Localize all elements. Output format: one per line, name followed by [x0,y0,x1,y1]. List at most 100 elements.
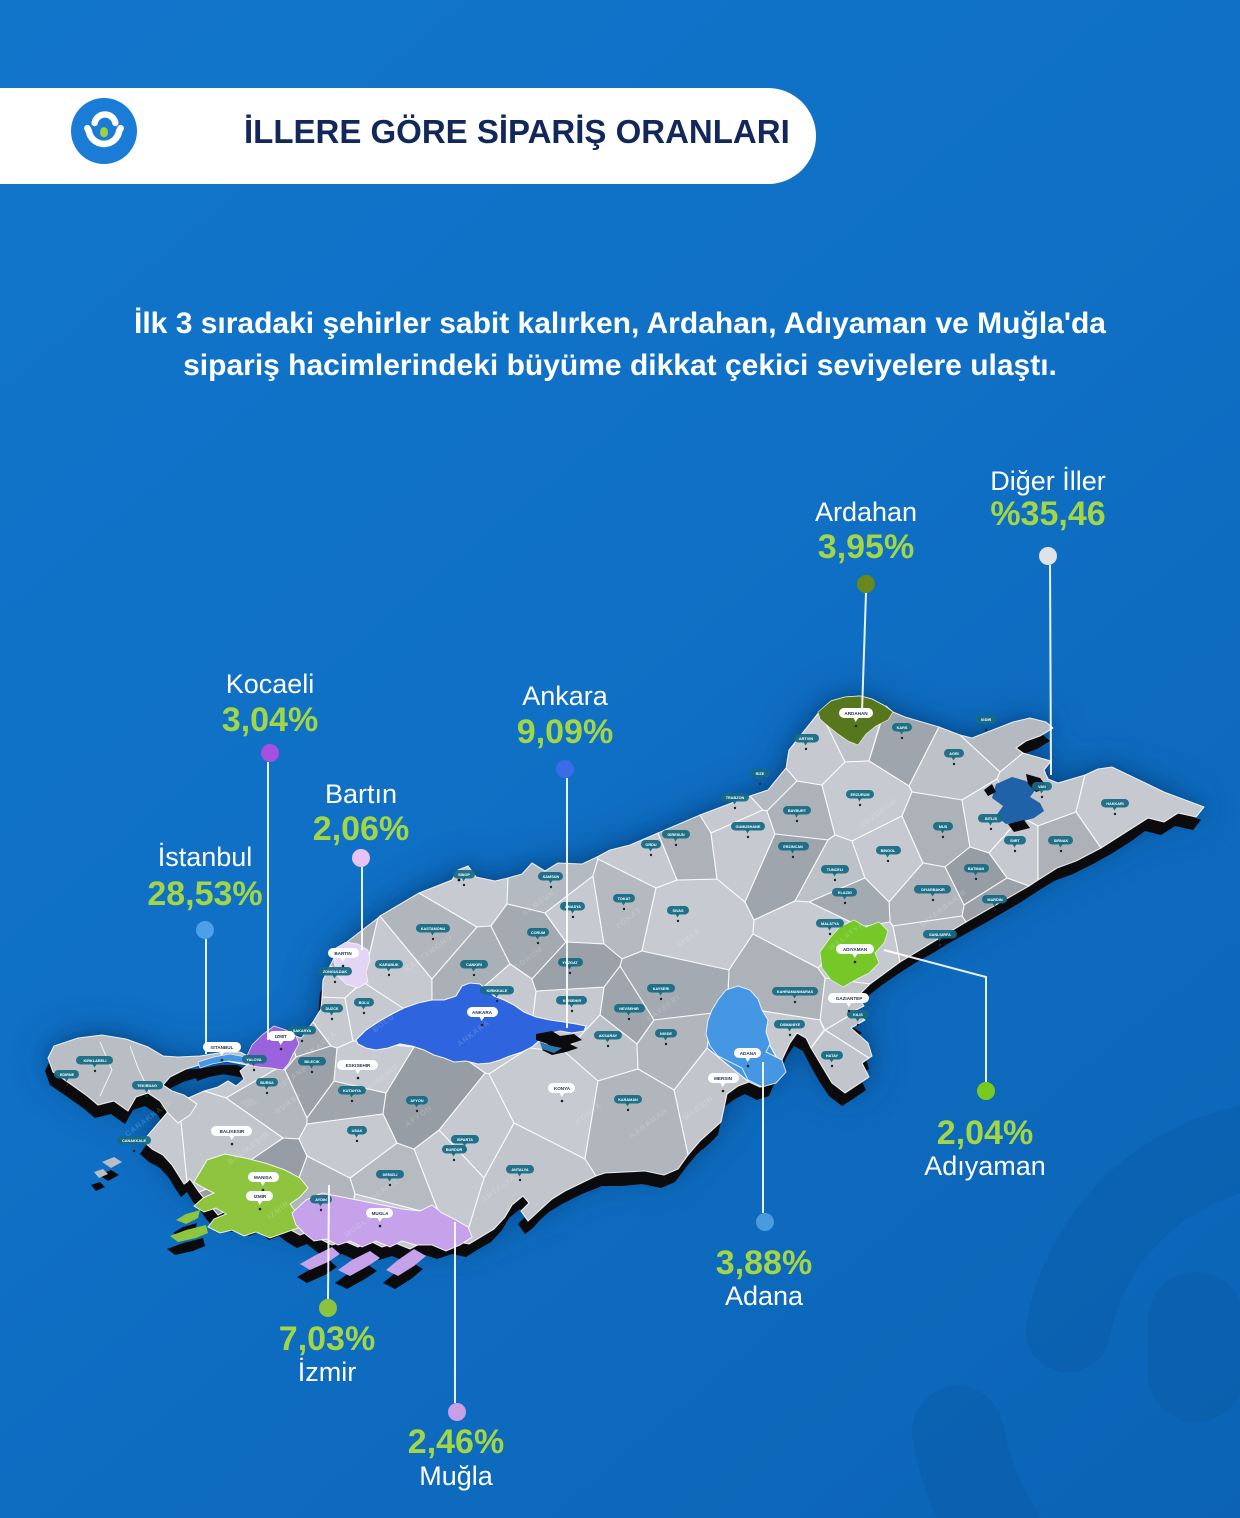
svg-text:KIRSEHIR: KIRSEHIR [563,999,581,1003]
svg-text:ERZURUM: ERZURUM [851,793,870,797]
svg-text:BOLU: BOLU [359,1001,370,1005]
svg-text:EDIRNE: EDIRNE [60,1073,75,1077]
svg-text:GIRESUN: GIRESUN [667,833,685,837]
svg-text:%35,46: %35,46 [990,495,1105,533]
svg-text:ADIYAMAN: ADIYAMAN [843,947,868,952]
svg-text:CANKIRI: CANKIRI [466,963,482,967]
svg-text:HATAY: HATAY [826,1054,839,1058]
svg-text:BURSA: BURSA [260,1081,274,1085]
svg-text:BURDUR: BURDUR [446,1148,463,1152]
svg-text:2,04%: 2,04% [937,1114,1033,1152]
svg-text:TEKIRDAG: TEKIRDAG [137,1084,157,1088]
svg-text:MARDIN: MARDIN [987,898,1002,902]
svg-text:DENIZLI: DENIZLI [383,1173,398,1177]
svg-text:ADANA: ADANA [740,1051,757,1056]
svg-text:VAN: VAN [1038,785,1046,789]
svg-text:ISPARTA: ISPARTA [457,1138,473,1142]
svg-text:BAYBURT: BAYBURT [788,809,807,813]
svg-text:TOKAT: TOKAT [618,897,631,901]
svg-text:IZMIT: IZMIT [275,1034,287,1039]
svg-text:BINGOL: BINGOL [881,849,896,853]
svg-text:RIZE: RIZE [756,772,765,776]
svg-text:ORDU: ORDU [645,843,656,847]
svg-text:Adıyaman: Adıyaman [924,1151,1046,1181]
svg-text:MANISA: MANISA [254,1175,273,1180]
svg-text:MERSIN: MERSIN [714,1076,733,1081]
svg-text:KARS: KARS [897,726,908,730]
svg-text:AMASYA: AMASYA [565,905,581,909]
svg-text:KAHRAMANMARAS: KAHRAMANMARAS [777,990,814,994]
svg-text:KIRIKKALE: KIRIKKALE [487,989,508,993]
svg-text:SIVAS: SIVAS [672,909,684,913]
svg-text:İstanbul: İstanbul [158,841,253,872]
svg-text:SANLIURFA: SANLIURFA [929,933,951,937]
svg-text:BATMAN: BATMAN [968,867,984,871]
svg-text:MUGLA: MUGLA [372,1211,390,1216]
svg-text:BILECIK: BILECIK [304,1060,319,1064]
svg-text:OSMANIYE: OSMANIYE [780,1023,801,1027]
svg-text:Kocaeli: Kocaeli [226,669,315,699]
svg-text:AYDIN: AYDIN [315,1198,327,1202]
svg-text:2,46%: 2,46% [408,1423,504,1461]
svg-text:SAMSUN: SAMSUN [543,875,560,879]
svg-text:NIGDE: NIGDE [660,1032,672,1036]
svg-text:SIRNAK: SIRNAK [1054,839,1069,843]
svg-text:ANKARA: ANKARA [472,1010,493,1015]
svg-text:Adana: Adana [725,1281,804,1311]
svg-text:ESKISEHIR: ESKISEHIR [346,1063,371,1068]
svg-text:AFYON: AFYON [410,1099,424,1103]
svg-text:ARTVIN: ARTVIN [799,737,813,741]
svg-text:CANAKKALE: CANAKKALE [122,1139,147,1143]
svg-text:TRABZON: TRABZON [726,796,745,800]
svg-text:ARDAHAN: ARDAHAN [844,711,868,716]
svg-text:ELAZIG: ELAZIG [838,891,852,895]
svg-text:SINOP: SINOP [458,873,470,877]
svg-text:ANTALYA: ANTALYA [511,1168,528,1172]
svg-text:3,95%: 3,95% [818,528,914,566]
svg-text:9,09%: 9,09% [517,713,613,751]
svg-text:YOZGAT: YOZGAT [562,961,578,965]
svg-text:AGRI: AGRI [949,752,959,756]
svg-text:BALIKESIR: BALIKESIR [220,1129,245,1134]
svg-text:YALOVA: YALOVA [246,1058,261,1062]
svg-text:ZONGULDAK: ZONGULDAK [323,970,348,974]
svg-text:Diğer İller: Diğer İller [990,465,1106,496]
svg-text:NEVSEHIR: NEVSEHIR [619,1007,639,1011]
svg-text:SIIRT: SIIRT [1010,839,1020,843]
svg-text:İzmir: İzmir [298,1356,356,1387]
svg-text:USAK: USAK [352,1129,363,1133]
svg-text:GAZIANTEP: GAZIANTEP [836,996,863,1001]
svg-text:Bartın: Bartın [325,779,397,809]
svg-text:AKSARAY: AKSARAY [599,1034,618,1038]
svg-text:DIYARBAKIR: DIYARBAKIR [921,888,945,892]
svg-text:ERZINCAN: ERZINCAN [783,845,803,849]
svg-text:KARAMAN: KARAMAN [618,1098,638,1102]
svg-text:Muğla: Muğla [419,1461,494,1491]
svg-text:ISTANBUL: ISTANBUL [211,1045,234,1050]
svg-text:TUNCELI: TUNCELI [827,868,843,872]
svg-text:Ardahan: Ardahan [815,497,917,527]
svg-text:BITLIS: BITLIS [985,817,997,821]
svg-text:DUZCE: DUZCE [325,1007,339,1011]
svg-text:2,06%: 2,06% [313,810,409,848]
svg-text:BARTIN: BARTIN [334,951,352,956]
svg-text:CORUM: CORUM [531,931,545,935]
svg-text:28,53%: 28,53% [147,875,262,913]
svg-text:HAKKARI: HAKKARI [1106,802,1124,806]
svg-text:SAKARYA: SAKARYA [293,1029,312,1033]
svg-text:KASTAMONU: KASTAMONU [421,927,446,931]
svg-text:KUTAHYA: KUTAHYA [343,1089,361,1093]
svg-text:KARABUK: KARABUK [379,963,398,967]
svg-text:IGDIR: IGDIR [981,718,992,722]
svg-text:7,03%: 7,03% [279,1320,375,1358]
svg-text:KONYA: KONYA [554,1086,571,1091]
svg-text:MALATYA: MALATYA [821,922,839,926]
svg-text:Ankara: Ankara [522,681,609,711]
svg-text:KAYSERI: KAYSERI [653,987,670,991]
svg-text:GUMUSHANE: GUMUSHANE [736,825,761,829]
svg-text:MUS: MUS [939,825,948,829]
svg-text:3,88%: 3,88% [716,1244,812,1282]
svg-text:KIRKLARELI: KIRKLARELI [84,1059,107,1063]
svg-text:KILIS: KILIS [853,1013,863,1017]
svg-text:3,04%: 3,04% [222,701,318,739]
